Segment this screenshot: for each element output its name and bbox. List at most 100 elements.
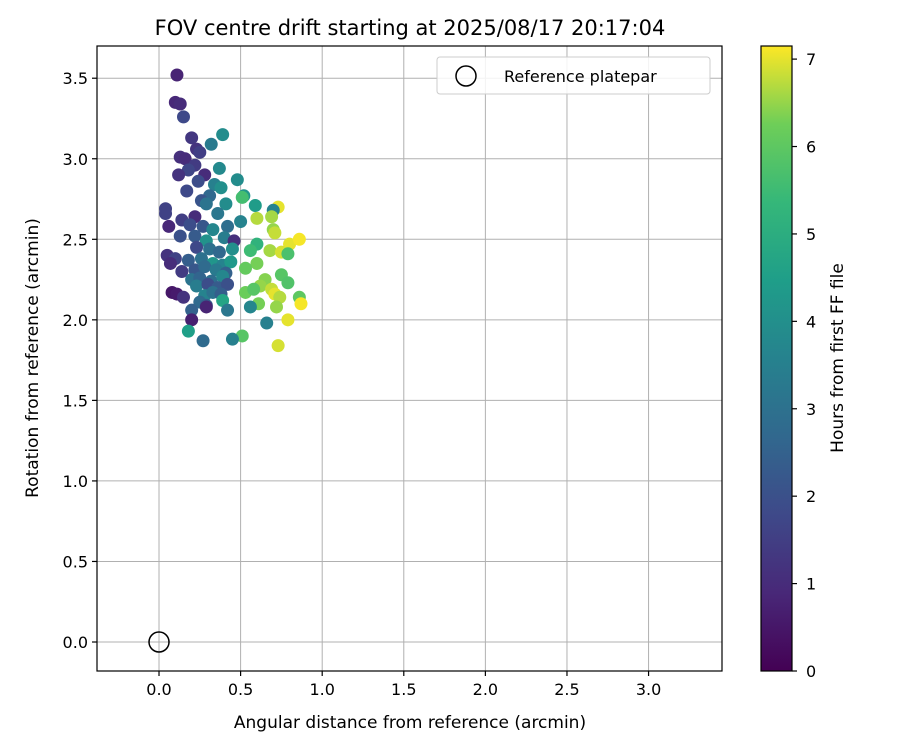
scatter-point: [173, 97, 187, 111]
colorbar: 0 1 2 3 4 5 6 7 Hours from first FF file: [760, 45, 848, 681]
scatter-point: [206, 223, 220, 237]
scatter-point: [170, 68, 184, 82]
colorbar-tick-label: 5: [806, 225, 816, 244]
scatter-point: [183, 218, 197, 232]
scatter-point: [198, 260, 212, 274]
colorbar-frame: [760, 45, 793, 672]
scatter-point: [283, 237, 297, 251]
scatter-point: [173, 229, 187, 243]
y-tick-label: 1.5: [63, 391, 88, 410]
scatter-point: [230, 173, 244, 187]
x-tick-label: 2.5: [554, 680, 579, 699]
scatter-point: [185, 131, 199, 145]
scatter-point: [203, 242, 217, 256]
scatter-point: [196, 334, 210, 348]
colorbar-tick-label: 6: [806, 138, 816, 157]
scatter-point: [172, 168, 186, 182]
colorbar-tick-label: 3: [806, 400, 816, 419]
y-tick-label: 0.0: [63, 633, 88, 652]
x-axis-label: Angular distance from reference (arcmin): [234, 713, 586, 733]
y-axis-label: Rotation from reference (arcmin): [23, 218, 43, 498]
x-tick-label: 0.0: [146, 680, 171, 699]
scatter-point: [190, 240, 204, 254]
scatter-point: [181, 163, 195, 177]
scatter-point: [281, 276, 295, 290]
scatter-point: [243, 244, 257, 258]
scatter-point: [247, 282, 261, 296]
x-tick-label: 1.0: [309, 680, 334, 699]
colorbar-ticks: 0 1 2 3 4 5 6 7: [792, 50, 816, 681]
reference-platepar-marker: [148, 631, 170, 653]
scatter-points: [159, 68, 308, 353]
scatter-point: [234, 215, 248, 229]
scatter-point: [248, 198, 262, 212]
colorbar-tick-label: 1: [806, 575, 816, 594]
scatter-point: [178, 152, 192, 166]
scatter-point: [193, 145, 207, 159]
scatter-point: [214, 181, 228, 195]
colorbar-tick-label: 7: [806, 50, 816, 69]
x-tick-label: 1.5: [391, 680, 416, 699]
scatter-point: [263, 244, 277, 258]
scatter-point: [281, 247, 295, 261]
colorbar-label: Hours from first FF file: [828, 263, 848, 453]
y-tick-label: 1.0: [63, 472, 88, 491]
scatter-point: [294, 297, 308, 311]
y-tick-label: 2.5: [63, 230, 88, 249]
scatter-point: [199, 300, 213, 314]
legend-entry-reference-platepar: Reference platepar: [504, 67, 657, 86]
scatter-point: [292, 232, 306, 246]
scatter-point: [181, 253, 195, 267]
scatter-point: [238, 261, 252, 275]
scatter-point: [163, 256, 177, 270]
scatter-point: [180, 184, 194, 198]
reference-marker-group: [148, 631, 170, 653]
x-tick-label: 0.5: [228, 680, 253, 699]
scatter-point: [159, 207, 173, 221]
scatter-point: [221, 219, 235, 233]
scatter-point: [216, 128, 230, 142]
scatter-point: [260, 316, 274, 330]
x-tick-label: 2.0: [473, 680, 498, 699]
y-tick-label: 3.5: [63, 69, 88, 88]
scatter-point: [235, 190, 249, 204]
x-axis-ticks: 0.0 0.5 1.0 1.5 2.0 2.5 3.0: [146, 671, 661, 699]
scatter-point: [224, 255, 238, 269]
x-tick-label: 3.0: [636, 680, 661, 699]
scatter-point: [212, 245, 226, 259]
scatter-point: [243, 300, 257, 314]
scatter-point: [188, 229, 202, 243]
scatter-point: [175, 265, 189, 279]
colorbar-tick-label: 4: [806, 312, 816, 331]
y-tick-label: 3.0: [63, 150, 88, 169]
scatter-point: [176, 110, 190, 124]
y-axis-ticks: 0.0 0.5 1.0 1.5 2.0 2.5 3.0 3.5: [63, 69, 97, 652]
y-tick-label: 2.0: [63, 311, 88, 330]
scatter-point: [221, 303, 235, 317]
legend-marker-icon: [455, 65, 477, 87]
scatter-point: [216, 294, 230, 308]
scatter-point: [185, 313, 199, 327]
chart-title: FOV centre drift starting at 2025/08/17 …: [155, 16, 666, 40]
scatter-point: [225, 332, 239, 346]
scatter-point: [211, 207, 225, 221]
scatter-point: [217, 231, 231, 245]
scatter-point: [181, 324, 195, 338]
scatter-point: [265, 210, 279, 224]
scatter-point: [212, 161, 226, 175]
legend: Reference platepar: [436, 56, 711, 95]
scatter-point: [176, 290, 190, 304]
scatter-point: [268, 226, 282, 240]
legend-box: [436, 56, 711, 95]
colorbar-tick-label: 0: [806, 662, 816, 681]
scatter-point: [196, 219, 210, 233]
plot-frame: [96, 45, 723, 672]
scatter-point: [271, 339, 285, 353]
grid: [97, 46, 722, 671]
y-tick-label: 0.5: [63, 552, 88, 571]
scatter-point: [199, 197, 213, 211]
colorbar-gradient: [761, 46, 792, 671]
colorbar-tick-label: 2: [806, 487, 816, 506]
